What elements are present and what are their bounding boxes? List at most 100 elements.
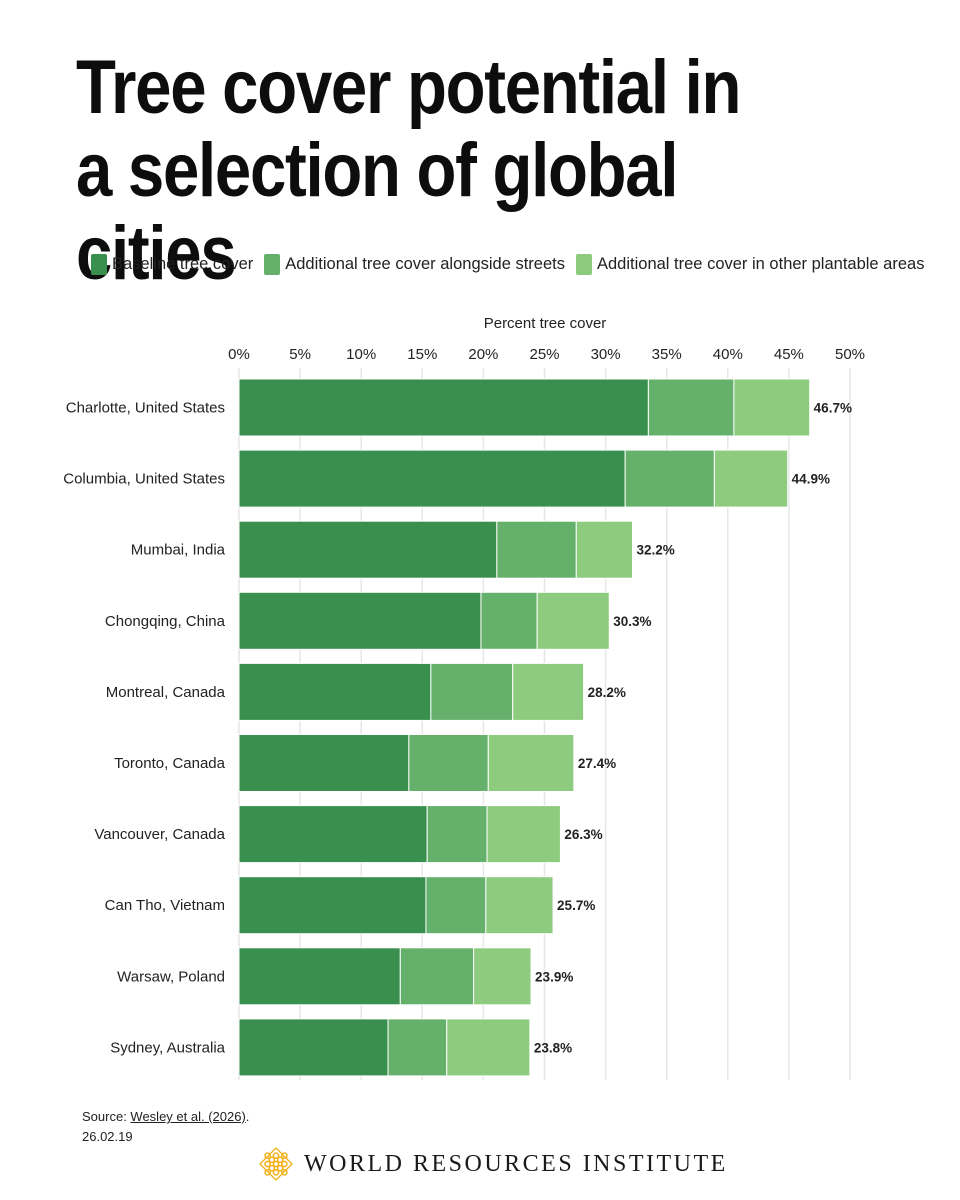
bar-baseline-segment <box>238 662 432 721</box>
source-link[interactable]: Wesley et al. (2026) <box>130 1109 246 1124</box>
legend-item-plantable: Additional tree cover in other plantable… <box>576 253 925 275</box>
category-labels: Charlotte, United States Columbia, United… <box>63 400 225 1057</box>
logo-ring <box>264 1168 272 1176</box>
total-label: 44.9% <box>792 472 830 487</box>
legend-item-streets: Additional tree cover alongside streets <box>264 253 565 275</box>
bar-baseline-segment <box>238 591 482 650</box>
bar-streets-segment <box>399 947 475 1006</box>
total-label: 28.2% <box>588 685 626 700</box>
stacked-bar-chart: Percent tree cover 0% 5% 10% 15% 20% 25% 30% 35… <box>63 315 865 1080</box>
category-label-warsaw-poland: Warsaw, Poland <box>117 968 225 985</box>
source-date: 26.02.19 <box>82 1129 133 1144</box>
bar-streets-segment <box>480 591 538 650</box>
footer: WORLD RESOURCES INSTITUTE <box>258 1144 728 1184</box>
legend-swatch-plantable <box>576 253 592 275</box>
source-suffix: . <box>245 1109 250 1124</box>
bar-streets-segment <box>408 734 489 792</box>
logo-ring <box>268 1164 276 1172</box>
total-label: 25.7% <box>557 898 595 913</box>
logo-ring <box>272 1168 280 1176</box>
bars <box>238 378 811 1077</box>
bar-plantable-segment <box>536 591 610 650</box>
wri-logo-icon <box>259 1147 293 1181</box>
bar-plantable-segment <box>713 449 789 508</box>
category-label-columbia-united-states: Columbia, United States <box>63 471 225 488</box>
bar-baseline-segment <box>238 947 401 1006</box>
category-label-vancouver-canada: Vancouver, Canada <box>94 826 225 843</box>
logo-ring <box>268 1156 276 1164</box>
bar-plantable-segment <box>733 378 811 437</box>
legend-label-plantable: Additional tree cover in other plantable… <box>597 254 925 273</box>
x-tick-label: 10% <box>346 346 376 363</box>
total-label: 26.3% <box>564 827 602 842</box>
bar-baseline-segment <box>238 1018 389 1077</box>
bar-streets-segment <box>647 378 735 437</box>
total-label: 30.3% <box>613 614 651 629</box>
category-label-mumbai-india: Mumbai, India <box>131 542 226 559</box>
total-label: 32.2% <box>636 543 674 558</box>
category-label-montreal-canada: Montreal, Canada <box>106 684 226 701</box>
logo-ring <box>280 1160 288 1168</box>
source-prefix: Source: <box>82 1109 131 1124</box>
bar-streets-segment <box>387 1018 448 1077</box>
bar-streets-segment <box>426 805 488 864</box>
bar-streets-segment <box>430 662 514 721</box>
x-tick-label: 45% <box>774 346 804 363</box>
x-tick-label: 20% <box>468 346 498 363</box>
x-axis-title: Percent tree cover <box>484 315 607 332</box>
x-tick-label: 0% <box>228 346 250 363</box>
bar-baseline-segment <box>238 449 626 508</box>
x-axis-ticks: 0% 5% 10% 15% 20% 25% 30% 35% 40% 45% 50% <box>228 346 865 363</box>
bar-plantable-segment <box>485 876 554 935</box>
legend-swatch-streets <box>264 253 281 275</box>
bar-baseline-segment <box>238 520 498 579</box>
logo-ring <box>276 1156 284 1164</box>
logo-ring <box>272 1152 280 1160</box>
bar-plantable-segment <box>473 947 532 1006</box>
total-label: 27.4% <box>578 756 616 771</box>
total-label: 46.7% <box>814 401 852 416</box>
x-tick-label: 30% <box>591 346 621 363</box>
bar-plantable-segment <box>575 520 633 579</box>
bar-plantable-segment <box>486 805 561 864</box>
logo-ring <box>264 1160 272 1168</box>
total-labels: 46.7% 44.9% 32.2% 30.3% 28.2% 27.4% 26.3% 25.7%… <box>534 401 852 1056</box>
legend-label-streets: Additional tree cover alongside streets <box>285 254 565 273</box>
legend-swatch-baseline <box>91 253 107 275</box>
bar-streets-segment <box>425 876 487 935</box>
x-tick-label: 15% <box>407 346 437 363</box>
logo-outline <box>259 1147 293 1181</box>
x-tick-label: 40% <box>713 346 743 363</box>
bar-baseline-segment <box>238 378 649 437</box>
legend-item-baseline: Baseline tree cover <box>91 253 254 275</box>
category-label-can-tho-vietnam: Can Tho, Vietnam <box>105 897 225 914</box>
category-label-charlotte-united-states: Charlotte, United States <box>66 400 225 417</box>
legend: Baseline tree cover Additional tree cove… <box>91 252 935 276</box>
x-tick-label: 25% <box>529 346 559 363</box>
source-note: Source: Wesley et al. (2026). 26.02.19 <box>82 1107 249 1147</box>
legend-label-baseline: Baseline tree cover <box>112 254 254 273</box>
logo-ring <box>276 1164 284 1172</box>
category-label-chongqing-china: Chongqing, China <box>105 613 226 630</box>
logo-ring <box>264 1152 272 1160</box>
bar-plantable-segment <box>446 1018 531 1077</box>
bar-streets-segment <box>496 520 577 579</box>
bar-baseline-segment <box>238 876 427 935</box>
category-label-toronto-canada: Toronto, Canada <box>114 755 226 772</box>
organization-name: WORLD RESOURCES INSTITUTE <box>304 1150 728 1177</box>
bar-baseline-segment <box>238 734 410 792</box>
bar-plantable-segment <box>487 734 575 792</box>
x-tick-label: 5% <box>289 346 311 363</box>
total-label: 23.9% <box>535 969 573 984</box>
logo-ring <box>280 1168 288 1176</box>
bar-streets-segment <box>624 449 715 508</box>
chart-title: Tree cover potential in a selection of g… <box>76 45 741 296</box>
bar-plantable-segment <box>512 662 585 721</box>
bar-baseline-segment <box>238 805 428 864</box>
total-label: 23.8% <box>534 1040 572 1055</box>
logo-ring <box>272 1160 280 1168</box>
x-tick-label: 50% <box>835 346 865 363</box>
x-tick-label: 35% <box>652 346 682 363</box>
logo-ring <box>280 1152 288 1160</box>
category-label-sydney-australia: Sydney, Australia <box>110 1039 225 1056</box>
